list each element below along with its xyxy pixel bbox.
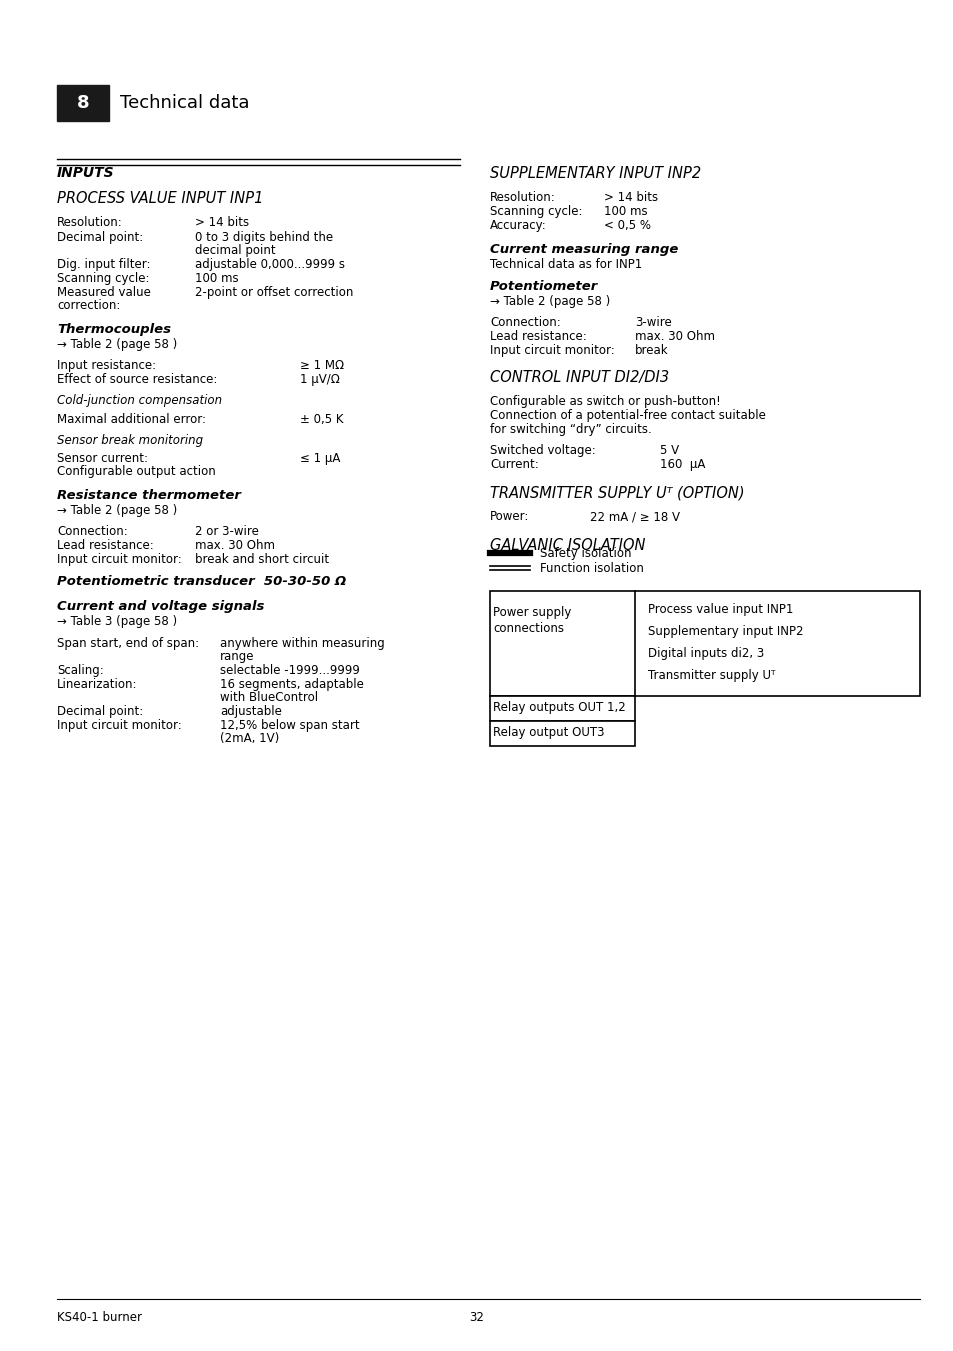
Text: Cold-junction compensation: Cold-junction compensation xyxy=(57,394,222,407)
Text: 1 μV/Ω: 1 μV/Ω xyxy=(299,373,339,386)
FancyBboxPatch shape xyxy=(57,85,109,122)
Text: Linearization:: Linearization: xyxy=(57,678,137,690)
Text: Connection of a potential-free contact suitable: Connection of a potential-free contact s… xyxy=(490,409,765,422)
Text: → Table 2 (page 58 ): → Table 2 (page 58 ) xyxy=(57,338,177,351)
Text: Transmitter supply Uᵀ: Transmitter supply Uᵀ xyxy=(647,669,775,682)
Text: Current and voltage signals: Current and voltage signals xyxy=(57,600,264,613)
Text: Configurable as switch or push-button!: Configurable as switch or push-button! xyxy=(490,394,720,408)
Text: Accuracy:: Accuracy: xyxy=(490,219,546,232)
Text: Connection:: Connection: xyxy=(57,526,128,538)
Text: Sensor break monitoring: Sensor break monitoring xyxy=(57,434,203,447)
Text: 2-point or offset correction: 2-point or offset correction xyxy=(194,286,353,299)
Text: INPUTS: INPUTS xyxy=(57,166,114,180)
Text: Lead resistance:: Lead resistance: xyxy=(57,539,153,553)
FancyBboxPatch shape xyxy=(490,721,635,746)
Text: → Table 2 (page 58 ): → Table 2 (page 58 ) xyxy=(490,295,610,308)
Text: Decimal point:: Decimal point: xyxy=(57,705,143,717)
Text: 160  μA: 160 μA xyxy=(659,458,704,471)
Text: Input circuit monitor:: Input circuit monitor: xyxy=(57,553,182,566)
Text: < 0,5 %: < 0,5 % xyxy=(603,219,650,232)
FancyBboxPatch shape xyxy=(490,696,635,721)
Text: CONTROL INPUT DI2/DI3: CONTROL INPUT DI2/DI3 xyxy=(490,370,668,385)
Text: Power:: Power: xyxy=(490,509,529,523)
Text: Technical data as for INP1: Technical data as for INP1 xyxy=(490,258,641,272)
Text: Scaling:: Scaling: xyxy=(57,663,104,677)
Text: 100 ms: 100 ms xyxy=(603,205,647,218)
Text: Configurable output action: Configurable output action xyxy=(57,465,215,478)
Text: break: break xyxy=(635,345,668,357)
Text: Supplementary input INP2: Supplementary input INP2 xyxy=(647,626,802,638)
Text: Relay outputs OUT 1,2: Relay outputs OUT 1,2 xyxy=(493,701,625,713)
Text: Scanning cycle:: Scanning cycle: xyxy=(57,272,150,285)
Text: range: range xyxy=(220,650,254,663)
Text: 0 to 3 digits behind the: 0 to 3 digits behind the xyxy=(194,231,333,245)
Text: ≥ 1 MΩ: ≥ 1 MΩ xyxy=(299,359,344,372)
Text: Sensor current:: Sensor current: xyxy=(57,453,148,465)
Text: Lead resistance:: Lead resistance: xyxy=(490,330,586,343)
Text: adjustable 0,000...9999 s: adjustable 0,000...9999 s xyxy=(194,258,345,272)
Text: SUPPLEMENTARY INPUT INP2: SUPPLEMENTARY INPUT INP2 xyxy=(490,166,700,181)
Text: Switched voltage:: Switched voltage: xyxy=(490,444,595,457)
Text: Power supply: Power supply xyxy=(493,607,571,619)
Text: 5 V: 5 V xyxy=(659,444,679,457)
Text: TRANSMITTER SUPPLY Uᵀ (OPTION): TRANSMITTER SUPPLY Uᵀ (OPTION) xyxy=(490,486,744,501)
Text: → Table 3 (page 58 ): → Table 3 (page 58 ) xyxy=(57,615,177,628)
Text: Current:: Current: xyxy=(490,458,538,471)
Text: Relay output OUT3: Relay output OUT3 xyxy=(493,725,604,739)
Text: Technical data: Technical data xyxy=(120,95,250,112)
Text: 16 segments, adaptable: 16 segments, adaptable xyxy=(220,678,363,690)
Text: 32: 32 xyxy=(469,1310,484,1324)
Text: Dig. input filter:: Dig. input filter: xyxy=(57,258,151,272)
Text: Measured value: Measured value xyxy=(57,286,151,299)
Text: Thermocouples: Thermocouples xyxy=(57,323,171,336)
Text: 2 or 3-wire: 2 or 3-wire xyxy=(194,526,258,538)
Text: 8: 8 xyxy=(76,95,90,112)
Text: 3-wire: 3-wire xyxy=(635,316,671,330)
Text: Resolution:: Resolution: xyxy=(57,216,123,230)
Text: Scanning cycle:: Scanning cycle: xyxy=(490,205,582,218)
Text: PROCESS VALUE INPUT INP1: PROCESS VALUE INPUT INP1 xyxy=(57,190,263,205)
Text: Input resistance:: Input resistance: xyxy=(57,359,156,372)
FancyBboxPatch shape xyxy=(490,590,919,696)
Text: 12,5% below span start: 12,5% below span start xyxy=(220,719,359,732)
Text: Resistance thermometer: Resistance thermometer xyxy=(57,489,240,503)
Text: (2mA, 1V): (2mA, 1V) xyxy=(220,732,279,744)
Text: Process value input INP1: Process value input INP1 xyxy=(647,603,793,616)
Text: for switching “dry” circuits.: for switching “dry” circuits. xyxy=(490,423,651,436)
Text: > 14 bits: > 14 bits xyxy=(194,216,249,230)
Text: KS40-1 burner: KS40-1 burner xyxy=(57,1310,142,1324)
Text: Input circuit monitor:: Input circuit monitor: xyxy=(57,719,182,732)
Text: max. 30 Ohm: max. 30 Ohm xyxy=(635,330,714,343)
Text: connections: connections xyxy=(493,621,563,635)
Text: ≤ 1 μA: ≤ 1 μA xyxy=(299,453,340,465)
Text: Potentiometric transducer  50-30-50 Ω: Potentiometric transducer 50-30-50 Ω xyxy=(57,576,346,588)
Text: Connection:: Connection: xyxy=(490,316,560,330)
Text: Safety isolation: Safety isolation xyxy=(539,547,631,561)
Text: Decimal point:: Decimal point: xyxy=(57,231,143,245)
Text: Input circuit monitor:: Input circuit monitor: xyxy=(490,345,614,357)
Text: Digital inputs di2, 3: Digital inputs di2, 3 xyxy=(647,647,763,661)
Text: with BlueControl: with BlueControl xyxy=(220,690,317,704)
Text: 22 mA / ≥ 18 V: 22 mA / ≥ 18 V xyxy=(589,509,679,523)
Text: Span start, end of span:: Span start, end of span: xyxy=(57,638,199,650)
Text: Potentiometer: Potentiometer xyxy=(490,280,598,293)
Text: decimal point: decimal point xyxy=(194,245,275,257)
Text: 100 ms: 100 ms xyxy=(194,272,238,285)
Text: Function isolation: Function isolation xyxy=(539,562,643,576)
Text: GALVANIC ISOLATION: GALVANIC ISOLATION xyxy=(490,538,645,553)
Text: correction:: correction: xyxy=(57,299,120,312)
Text: > 14 bits: > 14 bits xyxy=(603,190,658,204)
Text: selectable -1999...9999: selectable -1999...9999 xyxy=(220,663,359,677)
Text: Current measuring range: Current measuring range xyxy=(490,243,678,255)
Text: Maximal additional error:: Maximal additional error: xyxy=(57,413,206,426)
Text: break and short circuit: break and short circuit xyxy=(194,553,329,566)
Text: anywhere within measuring: anywhere within measuring xyxy=(220,638,384,650)
Text: ± 0,5 K: ± 0,5 K xyxy=(299,413,343,426)
Text: adjustable: adjustable xyxy=(220,705,281,717)
Text: Resolution:: Resolution: xyxy=(490,190,556,204)
Text: max. 30 Ohm: max. 30 Ohm xyxy=(194,539,274,553)
Text: Effect of source resistance:: Effect of source resistance: xyxy=(57,373,217,386)
Text: → Table 2 (page 58 ): → Table 2 (page 58 ) xyxy=(57,504,177,517)
